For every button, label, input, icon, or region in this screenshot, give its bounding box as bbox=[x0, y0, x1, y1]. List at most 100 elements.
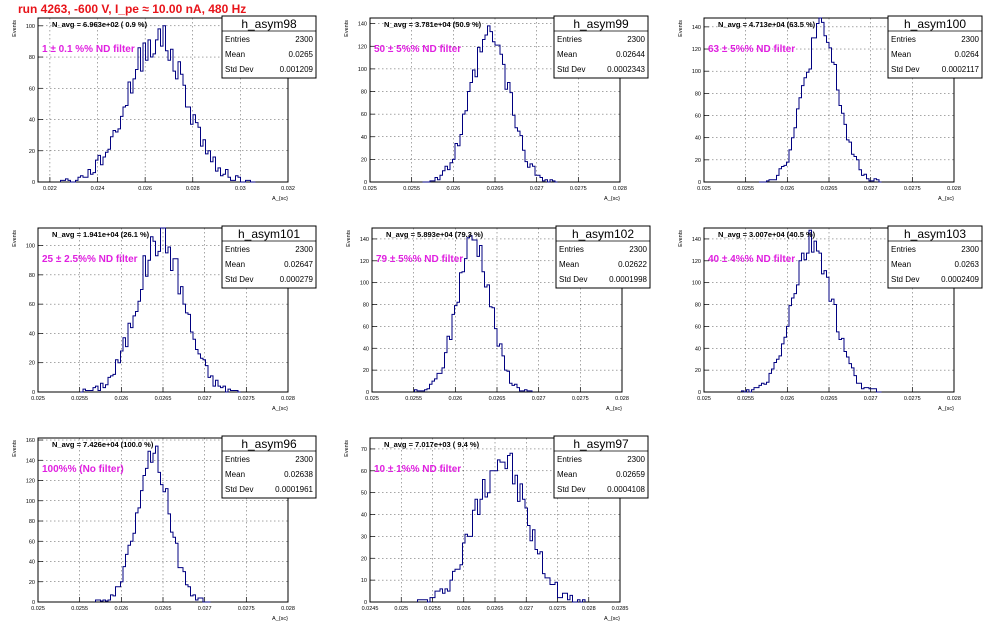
y-tick-label: 120 bbox=[358, 44, 367, 50]
y-tick-label: 80 bbox=[695, 91, 701, 97]
histogram-outline bbox=[60, 25, 256, 183]
y-tick-label: 20 bbox=[29, 361, 35, 367]
y-tick-label: 140 bbox=[692, 25, 701, 31]
histogram-pad-h_asym100: 0.025 0.0255 0.026 0.0265 0.027 0.0275 0.028 0 2… bbox=[678, 15, 983, 202]
y-tick-label: 60 bbox=[695, 114, 701, 120]
stats-label-std: Std Dev bbox=[557, 485, 585, 494]
x-tick-label: 0.028 bbox=[947, 396, 961, 402]
navg-annotation: N_avg = 3.007e+04 (40.5 %) bbox=[718, 230, 816, 239]
stats-value-entries: 2300 bbox=[961, 245, 979, 254]
x-tick-label: 0.026 bbox=[780, 396, 794, 402]
stats-box bbox=[553, 15, 649, 79]
x-tick-label: 0.0275 bbox=[904, 186, 921, 192]
stats-label-entries: Entries bbox=[557, 35, 582, 44]
y-tick-label: 20 bbox=[363, 368, 369, 374]
stats-value-std: 0.0001998 bbox=[609, 275, 647, 284]
stats-label-std: Std Dev bbox=[891, 65, 919, 74]
stats-label-entries: Entries bbox=[225, 455, 250, 464]
y-axis-title: Events bbox=[344, 20, 350, 37]
stats-label-entries: Entries bbox=[225, 35, 250, 44]
navg-annotation: N_avg = 7.017e+03 ( 9.4 %) bbox=[384, 440, 480, 449]
y-tick-label: 100 bbox=[26, 499, 35, 505]
x-tick-label: 0.028 bbox=[281, 606, 295, 612]
stats-title: h_asym101 bbox=[238, 227, 300, 241]
x-axis-title: A_{sc} bbox=[272, 616, 288, 622]
y-tick-label: 100 bbox=[26, 244, 35, 250]
y-tick-label: 40 bbox=[29, 560, 35, 566]
histogram-outline bbox=[422, 25, 558, 183]
x-tick-label: 0.028 bbox=[613, 186, 627, 192]
y-tick-label: 40 bbox=[361, 135, 367, 141]
x-tick-label: 0.028 bbox=[281, 396, 295, 402]
stats-label-mean: Mean bbox=[557, 50, 577, 59]
x-tick-label: 0.026 bbox=[114, 396, 128, 402]
x-tick-label: 0.0245 bbox=[362, 606, 379, 612]
x-tick-label: 0.025 bbox=[31, 396, 45, 402]
y-tick-label: 160 bbox=[26, 438, 35, 444]
y-tick-label: 100 bbox=[358, 67, 367, 73]
y-tick-label: 20 bbox=[695, 158, 701, 164]
x-tick-label: 0.027 bbox=[864, 396, 878, 402]
x-axis-title: A_{sc} bbox=[272, 196, 288, 202]
x-tick-label: 0.0255 bbox=[403, 186, 420, 192]
y-tick-label: 0 bbox=[32, 180, 35, 186]
y-tick-label: 80 bbox=[29, 519, 35, 525]
x-tick-label: 0.0275 bbox=[572, 396, 589, 402]
histogram-pad-h_asym97: 0.0245 0.025 0.0255 0.026 0.0265 0.027 0.0275 0… bbox=[344, 435, 649, 622]
x-tick-label: 0.0275 bbox=[238, 396, 255, 402]
y-tick-label: 40 bbox=[363, 346, 369, 352]
y-tick-label: 0 bbox=[698, 390, 701, 396]
y-tick-label: 100 bbox=[26, 24, 35, 30]
stats-value-std: 0.0002409 bbox=[941, 275, 979, 284]
stats-value-mean: 0.0264 bbox=[955, 50, 980, 59]
y-axis-title: Events bbox=[678, 230, 684, 247]
stats-value-entries: 2300 bbox=[295, 35, 313, 44]
x-tick-label: 0.0265 bbox=[487, 186, 504, 192]
plot-frame bbox=[37, 17, 289, 183]
histogram-outline bbox=[95, 445, 211, 603]
stats-value-entries: 2300 bbox=[961, 35, 979, 44]
stats-label-entries: Entries bbox=[891, 245, 916, 254]
x-tick-label: 0.028 bbox=[947, 186, 961, 192]
x-tick-label: 0.027 bbox=[519, 606, 533, 612]
stats-value-std: 0.0001961 bbox=[275, 485, 313, 494]
x-tick-label: 0.025 bbox=[697, 186, 711, 192]
stats-label-entries: Entries bbox=[557, 455, 582, 464]
histogram-outline bbox=[759, 17, 882, 183]
stats-label-mean: Mean bbox=[891, 50, 911, 59]
stats-box bbox=[887, 225, 983, 289]
stats-label-mean: Mean bbox=[225, 470, 245, 479]
y-tick-label: 50 bbox=[361, 491, 367, 497]
y-tick-label: 140 bbox=[692, 237, 701, 243]
navg-annotation: N_avg = 6.963e+02 ( 0.9 %) bbox=[52, 20, 148, 29]
stats-value-entries: 2300 bbox=[295, 455, 313, 464]
stats-label-mean: Mean bbox=[559, 260, 579, 269]
y-tick-label: 80 bbox=[361, 90, 367, 96]
x-tick-label: 0.028 bbox=[615, 396, 629, 402]
x-tick-label: 0.0265 bbox=[489, 396, 506, 402]
histogram-outline bbox=[741, 229, 882, 393]
y-tick-label: 60 bbox=[361, 469, 367, 475]
y-tick-label: 60 bbox=[29, 539, 35, 545]
x-tick-label: 0.032 bbox=[281, 186, 295, 192]
stats-label-mean: Mean bbox=[557, 470, 577, 479]
x-tick-label: 0.022 bbox=[43, 186, 57, 192]
histogram-outline bbox=[80, 227, 241, 393]
stats-box bbox=[555, 225, 651, 289]
filter-label: 25 ± 2.5%% ND filter bbox=[42, 254, 138, 265]
stats-title: h_asym98 bbox=[241, 17, 297, 31]
x-tick-label: 0.0265 bbox=[155, 396, 172, 402]
x-tick-label: 0.03 bbox=[235, 186, 246, 192]
y-tick-label: 40 bbox=[29, 331, 35, 337]
y-tick-label: 40 bbox=[695, 346, 701, 352]
histogram-pad-h_asym98: 0.022 0.024 0.026 0.028 0.03 0.032 0 20 40 60 80 10… bbox=[12, 15, 317, 202]
y-tick-label: 30 bbox=[361, 534, 367, 540]
x-axis-title: A_{sc} bbox=[938, 406, 954, 412]
stats-box bbox=[887, 15, 983, 79]
x-tick-label: 0.0255 bbox=[71, 606, 88, 612]
stats-value-mean: 0.02622 bbox=[618, 260, 647, 269]
filter-label: 63 ± 5%% ND filter bbox=[708, 44, 795, 55]
y-tick-label: 140 bbox=[26, 458, 35, 464]
y-tick-label: 40 bbox=[695, 136, 701, 142]
